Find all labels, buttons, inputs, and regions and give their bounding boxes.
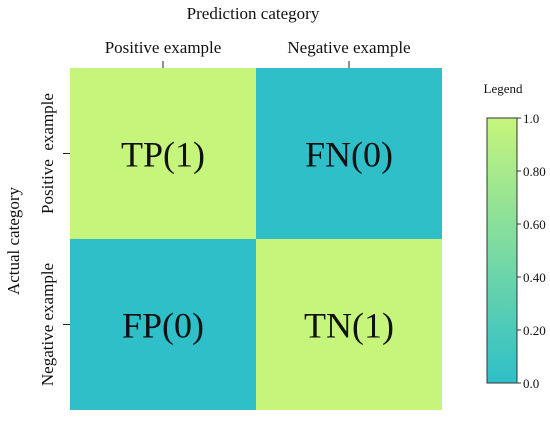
- legend-title: Legend: [484, 81, 523, 96]
- colorbar-tick-label: 1.0: [523, 111, 539, 126]
- cell-label: TN(1): [304, 306, 394, 346]
- colorbar-tick-label: 0.0: [523, 376, 539, 391]
- y-axis-ticks: Positive example Negative example: [38, 93, 70, 386]
- cell-label: FP(0): [122, 306, 204, 346]
- y-tick-label: Negative example: [38, 263, 57, 386]
- colorbar-tick-label: 0.40: [523, 270, 546, 285]
- heatmap-cell: [256, 239, 442, 410]
- heatmap-cell: [256, 68, 442, 239]
- colorbar-tick-label: 0.60: [523, 217, 546, 232]
- colorbar-tick-label: 0.20: [523, 323, 546, 338]
- heatmap-cell: [70, 239, 256, 410]
- colorbar-ticks: 1.0 0.80 0.60 0.40 0.20 0.0: [517, 111, 546, 391]
- colorbar: [486, 117, 518, 384]
- x-tick-label: Negative example: [287, 38, 410, 57]
- x-axis-ticks: Positive example Negative example: [105, 38, 411, 68]
- heatmap-cell-labels: TP(1) FN(0) FP(0) TN(1): [121, 135, 394, 346]
- cell-label: TP(1): [121, 135, 205, 175]
- x-axis-title: Prediction category: [187, 4, 320, 23]
- y-axis-title: Actual category: [4, 186, 23, 295]
- heatmap-cell: [70, 68, 256, 239]
- x-tick-label: Positive example: [105, 38, 222, 57]
- heatmap-cells: [70, 68, 442, 410]
- cell-label: FN(0): [305, 135, 393, 175]
- colorbar-tick-label: 0.80: [523, 164, 546, 179]
- y-tick-label: Positive example: [38, 93, 57, 214]
